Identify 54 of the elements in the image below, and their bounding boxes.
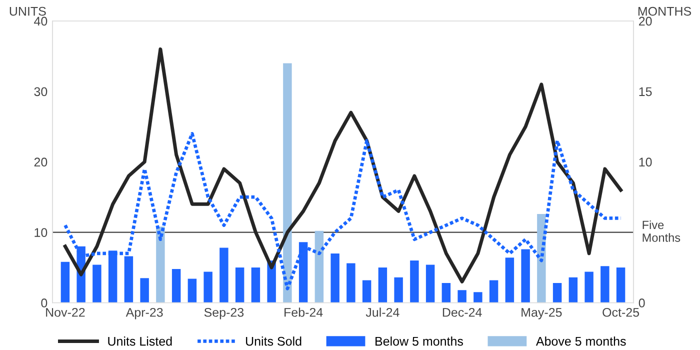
legend-label: Below 5 months <box>376 336 463 346</box>
bar <box>489 280 498 303</box>
bar <box>442 283 451 303</box>
x-tick-label: Apr-23 <box>126 308 163 320</box>
bar <box>314 230 324 303</box>
bar <box>505 258 514 303</box>
y2-tick-label: 20 <box>638 16 652 26</box>
bar <box>568 277 578 303</box>
bar <box>552 283 562 303</box>
x-tick-label: Feb-24 <box>284 308 323 317</box>
bar <box>584 272 594 303</box>
y-tick-label: 20 <box>34 158 48 167</box>
bar <box>394 277 403 303</box>
bar <box>362 280 372 303</box>
y2-tick-label: 10 <box>639 158 652 167</box>
legend-label: Units Listed <box>108 336 172 346</box>
bar <box>426 264 435 303</box>
bar <box>474 292 482 303</box>
y2-axis-title: MONTHS <box>638 6 692 16</box>
x-tick-label: Nov-22 <box>46 308 85 317</box>
line-series <box>63 47 623 284</box>
bar <box>283 63 292 303</box>
bar <box>140 278 149 303</box>
legend-label: Above 5 months <box>536 336 626 346</box>
y2-tick-label: 0 <box>638 298 645 308</box>
bar <box>204 272 212 303</box>
x-tick-label: Sep-23 <box>204 308 244 320</box>
bar <box>92 264 102 303</box>
bar <box>172 268 181 303</box>
bar <box>60 262 70 303</box>
bar <box>251 268 260 303</box>
legend-label: Units Sold <box>246 336 302 346</box>
bar <box>156 226 165 303</box>
bar <box>330 253 340 303</box>
bar <box>410 260 419 303</box>
y-tick-label: 30 <box>34 87 48 96</box>
bar <box>458 290 466 303</box>
y-axis-title: UNITS <box>10 6 46 16</box>
ref-line-label: Five Months <box>642 220 680 242</box>
bar <box>235 268 244 303</box>
bar <box>188 278 197 303</box>
y2-tick-label: 15 <box>639 87 652 96</box>
x-tick-label: Dec-24 <box>442 308 482 317</box>
bar <box>616 268 626 303</box>
bar <box>346 263 356 303</box>
x-tick-label: Jul-24 <box>366 308 400 317</box>
bar <box>220 248 228 303</box>
x-tick-label: Oct-25 <box>602 308 640 317</box>
bar <box>600 266 610 303</box>
bar <box>378 268 388 303</box>
x-tick-label: May-25 <box>522 308 562 320</box>
y-tick-label: 40 <box>34 16 48 26</box>
y-tick-label: 10 <box>34 228 48 237</box>
y-tick-label: 0 <box>41 298 48 308</box>
